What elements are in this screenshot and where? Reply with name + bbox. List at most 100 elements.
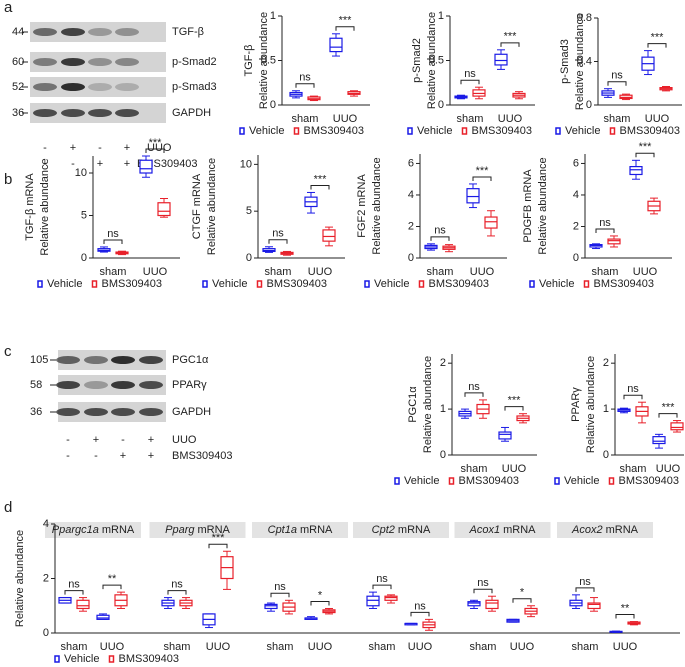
- y-tick-label: 0: [440, 449, 446, 461]
- condition-sign: +: [120, 450, 126, 462]
- box: [652, 436, 666, 445]
- significance-bracket: [607, 81, 627, 86]
- legend-label: BMS309403: [101, 278, 162, 290]
- y-axis-label: TGF-β mRNA: [24, 173, 36, 241]
- box: [366, 595, 380, 607]
- group-title: Cpt2 mRNA: [372, 524, 431, 536]
- significance-label: ns: [68, 578, 80, 590]
- x-tick-label: UUO: [206, 641, 231, 653]
- x-tick-label: sham: [100, 266, 127, 278]
- legend-label: Vehicle: [404, 475, 439, 487]
- gene-name: Acox2: [571, 524, 603, 536]
- gene-unit: mRNA: [503, 524, 536, 536]
- marker-label: 36: [12, 107, 24, 119]
- significance-label: *: [318, 589, 323, 601]
- x-tick-label: sham: [620, 463, 647, 475]
- significance-label: ***: [212, 532, 226, 544]
- legend-swatch: [608, 477, 615, 485]
- significance-bracket: [270, 592, 290, 598]
- blot-band: [61, 28, 85, 36]
- legend-label: BMS309403: [118, 653, 179, 665]
- y-axis-label: Relative abundance: [39, 158, 51, 255]
- blot-band: [33, 83, 57, 91]
- y-tick-label: 0: [246, 252, 252, 264]
- significance-label: ns: [414, 600, 426, 612]
- y-tick-label: 0: [586, 99, 592, 111]
- blot-band: [56, 381, 80, 389]
- x-tick-label: sham: [61, 641, 88, 653]
- blot-band: [139, 408, 163, 416]
- blot-band: [111, 408, 135, 416]
- significance-label: ns: [376, 573, 388, 585]
- condition-label: UUO: [172, 434, 197, 446]
- significance-label: ns: [299, 72, 311, 84]
- y-tick-label: 4: [43, 518, 49, 530]
- significance-bracket: [575, 587, 595, 592]
- condition-label: BMS309403: [172, 450, 233, 462]
- significance-label: ns: [468, 381, 480, 393]
- protein-label: PGC1α: [172, 354, 209, 366]
- x-tick-label: sham: [461, 463, 488, 475]
- gene-unit: mRNA: [398, 524, 431, 536]
- condition-sign: +: [97, 158, 103, 170]
- significance-label: ns: [464, 68, 476, 80]
- y-tick-label: 2: [440, 357, 446, 369]
- significance-bracket: [64, 590, 84, 595]
- significance-bracket: [473, 588, 493, 594]
- gene-name: Pparg: [165, 524, 195, 536]
- x-tick-label: UUO: [613, 641, 638, 653]
- significance-label: ***: [639, 141, 653, 153]
- panel-label: c: [4, 343, 12, 360]
- marker-label: 44: [12, 26, 24, 38]
- significance-bracket: [310, 184, 330, 190]
- y-tick-label: 2: [43, 572, 49, 584]
- legend-label: BMS309403: [471, 125, 532, 137]
- blot-band: [56, 408, 80, 416]
- legend-label: BMS309403: [593, 278, 654, 290]
- group-title: Ppargc1a mRNA: [52, 524, 135, 536]
- protein-label: GAPDH: [172, 107, 211, 119]
- x-tick-label: UUO: [308, 266, 333, 278]
- significance-bracket: [647, 43, 667, 48]
- y-tick-label: 1: [440, 403, 446, 415]
- y-axis-label: p-Smad2: [411, 38, 423, 83]
- significance-label: ns: [599, 217, 611, 229]
- blot-band: [139, 381, 163, 389]
- y-tick-label: 0: [603, 449, 609, 461]
- legend-label: BMS309403: [428, 278, 489, 290]
- condition-sign: -: [66, 450, 70, 462]
- box: [76, 599, 90, 610]
- y-axis-label: CTGF mRNA: [191, 173, 203, 239]
- condition-sign: +: [148, 434, 154, 446]
- blot-band: [61, 58, 85, 66]
- significance-label: ***: [662, 401, 676, 413]
- group-title: Cpt1a mRNA: [268, 524, 333, 536]
- gene-name: Cpt1a: [268, 524, 297, 536]
- y-axis-label: Relative abundance: [371, 157, 383, 254]
- condition-sign: -: [94, 450, 98, 462]
- condition-label: UUO: [147, 142, 172, 154]
- gene-unit: mRNA: [300, 524, 333, 536]
- blot-band: [84, 408, 108, 416]
- y-tick-label: 0: [573, 252, 579, 264]
- y-tick-label: 10: [75, 167, 87, 179]
- protein-label: TGF-β: [172, 26, 204, 38]
- x-tick-label: sham: [267, 641, 294, 653]
- significance-bracket: [410, 611, 430, 617]
- y-tick-label: 1: [603, 403, 609, 415]
- x-tick-label: UUO: [143, 266, 168, 278]
- x-tick-label: UUO: [498, 113, 523, 125]
- panel-label: b: [4, 171, 12, 188]
- legend-label: Vehicle: [212, 278, 247, 290]
- significance-bracket: [310, 600, 330, 606]
- x-tick-label: UUO: [408, 641, 433, 653]
- gene-name: Acox1: [469, 524, 501, 536]
- blot-band: [88, 28, 112, 36]
- y-tick-label: 0.5: [429, 54, 444, 66]
- group-title-bg: [353, 522, 449, 538]
- blot-band: [88, 58, 112, 66]
- y-tick-label: 5: [246, 205, 252, 217]
- blot-band: [115, 83, 139, 91]
- x-tick-label: UUO: [470, 266, 495, 278]
- y-axis-label: p-Smad3: [559, 39, 571, 84]
